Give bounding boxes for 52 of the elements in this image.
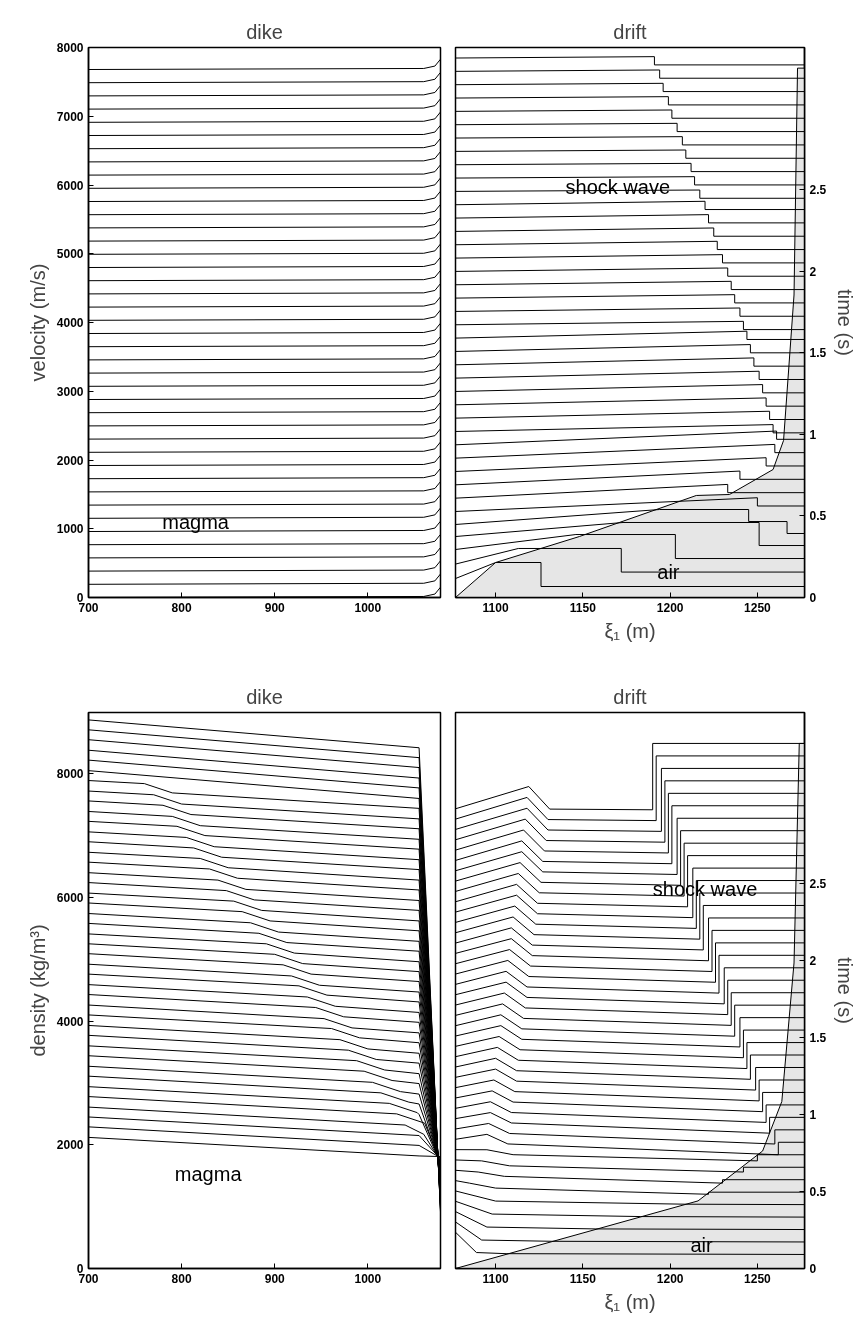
y2-tick-label: 2.5 <box>809 876 827 891</box>
y-tick-label: 0 <box>76 591 84 605</box>
y2-tick-label: 2 <box>809 953 817 968</box>
x-tick-label: 1150 <box>569 600 597 615</box>
chart-title: drift <box>613 20 648 43</box>
y2-tick-label: 0.5 <box>809 509 827 524</box>
y-tick-label: 8000 <box>56 41 84 55</box>
x-tick-label: 900 <box>264 600 286 615</box>
x-tick-label: 1150 <box>569 1271 597 1286</box>
y2-tick-label: 2 <box>809 264 817 279</box>
x-tick-label: 1000 <box>354 1271 382 1286</box>
chart-title: drift <box>613 685 648 708</box>
y-tick-label: 0 <box>76 1262 84 1276</box>
x-tick-label: 1250 <box>744 600 772 615</box>
y2-tick-label: 0.5 <box>809 1184 827 1199</box>
annotation: magma <box>162 510 230 533</box>
x-tick-label: 1250 <box>744 1271 772 1286</box>
chart-title: dike <box>246 20 283 43</box>
y-tick-label: 6000 <box>56 178 84 193</box>
x-axis-title: ξ₁ (m) <box>604 1290 656 1313</box>
y-tick-label: 2000 <box>56 453 84 468</box>
y-tick-label: 1000 <box>56 522 84 537</box>
y-tick-label: 2000 <box>56 1138 84 1153</box>
y-tick-label: 5000 <box>56 247 84 262</box>
x-tick-label: 1200 <box>656 1271 684 1286</box>
x-tick-label: 900 <box>264 1271 286 1286</box>
y2-tick-label: 1.5 <box>809 346 827 361</box>
y-axis-title: density (kg/m³) <box>26 924 49 1057</box>
y2-axis-title: time (s) <box>834 289 857 356</box>
y-axis-title: velocity (m/s) <box>26 263 49 382</box>
x-axis-title: ξ₁ (m) <box>604 619 656 642</box>
x-tick-label: 1100 <box>482 1271 509 1286</box>
y-tick-label: 7000 <box>56 109 84 124</box>
x-tick-label: 800 <box>171 1271 192 1286</box>
y2-axis-title: time (s) <box>834 957 857 1024</box>
y-tick-label: 6000 <box>56 890 84 905</box>
y2-tick-label: 0 <box>809 1262 817 1276</box>
y2-tick-label: 0 <box>809 591 817 605</box>
x-tick-label: 1100 <box>482 600 509 615</box>
x-tick-label: 1000 <box>354 600 382 615</box>
y2-tick-label: 1.5 <box>809 1030 827 1045</box>
y-tick-label: 4000 <box>56 316 84 330</box>
y-tick-label: 3000 <box>56 384 84 399</box>
y2-tick-label: 1 <box>809 1107 817 1122</box>
annotation: magma <box>174 1162 243 1185</box>
x-tick-label: 800 <box>171 600 192 615</box>
y-tick-label: 4000 <box>56 1014 84 1029</box>
x-tick-label: 1200 <box>656 600 684 615</box>
y2-tick-label: 1 <box>809 427 817 442</box>
y-tick-label: 8000 <box>56 767 84 782</box>
y2-tick-label: 2.5 <box>809 183 827 198</box>
chart-title: dike <box>246 685 283 708</box>
